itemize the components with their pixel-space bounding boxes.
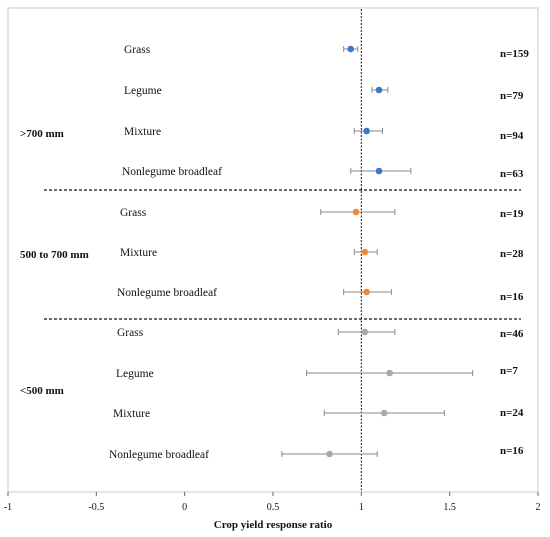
category-label: Legume [116,368,154,380]
mean-point [361,248,369,256]
x-tick-label: -1 [4,502,12,513]
x-tick-label: 0 [182,502,187,513]
sample-size-label: n=16 [500,445,524,457]
category-label: Mixture [124,126,161,138]
mean-point [363,288,370,296]
x-tick-label: 1 [359,502,364,513]
sample-size-label: n=79 [500,90,524,102]
mean-point [361,328,369,336]
mean-point [375,86,383,94]
sample-size-label: n=24 [500,407,524,419]
sample-size-label: n=94 [500,130,524,142]
category-label: Nonlegume broadleaf [117,287,217,299]
x-tick-label: 2 [536,502,541,513]
mean-point [352,208,360,216]
sample-size-label: n=7 [500,365,518,377]
mean-point [363,127,370,135]
category-label: Mixture [120,247,157,259]
category-label: Legume [124,85,162,97]
x-tick-label: -0.5 [88,502,104,513]
x-tick-label: 1.5 [443,502,456,513]
category-label: Mixture [113,408,150,420]
sample-size-label: n=63 [500,168,524,180]
sample-size-label: n=16 [500,291,524,303]
category-label: Nonlegume broadleaf [109,449,209,461]
group-label: <500 mm [20,385,64,397]
sample-size-label: n=46 [500,328,524,340]
x-tick-label: 0.5 [267,502,280,513]
x-axis-label: Crop yield response ratio [214,519,333,531]
category-label: Nonlegume broadleaf [122,166,222,178]
mean-point [326,450,333,458]
mean-point [381,409,388,417]
category-label: Grass [124,44,151,56]
mean-point [386,369,393,377]
mean-point [347,45,355,53]
category-label: Grass [117,327,144,339]
plot-area [7,7,539,493]
category-label: Grass [120,207,147,219]
sample-size-label: n=159 [500,48,529,60]
group-label: >700 mm [20,128,64,140]
group-label: 500 to 700 mm [20,249,89,261]
mean-point [375,167,383,175]
sample-size-label: n=28 [500,248,524,260]
sample-size-label: n=19 [500,208,524,220]
